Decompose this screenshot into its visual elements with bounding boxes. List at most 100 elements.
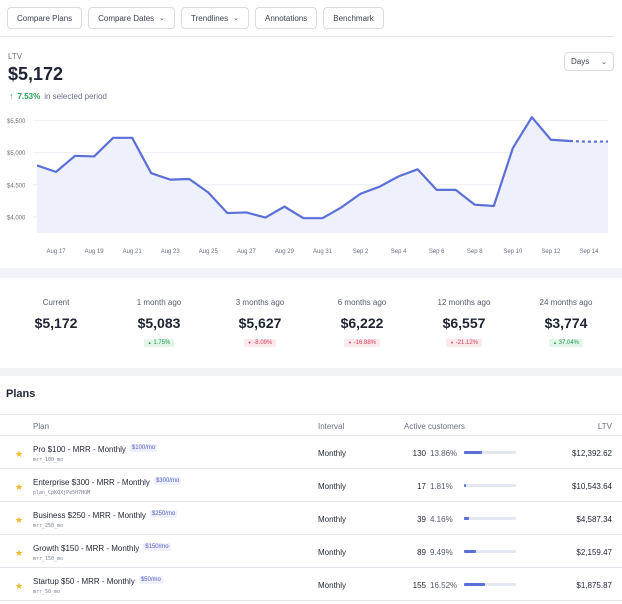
compare-dates-button[interactable]: Compare Dates ⌄ <box>88 7 176 29</box>
x-tick-label: Sep 12 <box>541 249 561 255</box>
annotations-button[interactable]: Annotations <box>254 7 318 29</box>
plan-ltv: $10,543.64 <box>571 482 612 491</box>
star-icon[interactable]: ★ <box>15 515 24 525</box>
x-tick-label: Sep 8 <box>467 249 483 255</box>
metric-value: $5,172 <box>8 64 64 84</box>
active-customers-bar <box>464 517 516 520</box>
stat-label: Current <box>42 298 70 307</box>
chart-area-fill <box>37 117 608 233</box>
plan-price-tag: $50/mo <box>138 576 163 584</box>
active-customers-percent: 13.86% <box>430 449 458 458</box>
plan-name-cell: Startup $50 - MRR - Monthly $50/mo <box>33 576 163 586</box>
active-customers-bar-fill <box>464 550 477 553</box>
plan-price-tag: $150/mo <box>143 543 171 551</box>
chevron-down-icon: ⌄ <box>233 15 239 22</box>
stat-card: 6 months ago $6,222 ▼ -16.88% <box>307 298 417 349</box>
stat-change-value: -21.12% <box>455 340 478 346</box>
benchmark-label: Benchmark <box>333 13 374 23</box>
ltv-line-chart[interactable]: $4,000 $4,500 $5,000 $5,500 Aug 17 Aug 19 Aug … <box>0 110 622 260</box>
x-tick-label: Sep 10 <box>503 249 523 255</box>
compare-plans-button[interactable]: Compare Plans <box>7 7 83 29</box>
active-customers-percent: 16.52% <box>430 581 458 590</box>
chevron-down-icon: ⌄ <box>159 15 166 22</box>
star-icon[interactable]: ★ <box>15 581 24 591</box>
table-row[interactable]: ★ Startup $50 - MRR - Monthly $50/mo mrr_50… <box>0 569 622 601</box>
plan-name-cell: Pro $100 - MRR - Monthly $100/mo <box>33 444 158 454</box>
trendlines-label: Trendlines <box>191 13 229 23</box>
stat-label: 24 months ago <box>539 298 593 307</box>
plan-ltv: $12,392.62 <box>571 449 612 458</box>
star-icon[interactable]: ★ <box>15 482 24 492</box>
stat-change-badge: ▼ -16.88% <box>344 339 380 347</box>
stat-label: 3 months ago <box>235 298 285 307</box>
active-customers-count: 130 <box>412 449 426 458</box>
arrow-up-icon: ▲ <box>553 340 557 345</box>
period-select[interactable]: Days ⌄ <box>564 52 614 71</box>
y-tick-label: $4,500 <box>7 183 26 189</box>
arrow-down-icon: ▼ <box>348 340 352 345</box>
table-row[interactable]: ★ Growth $150 - MRR - Monthly $150/mo mrr_1… <box>0 536 622 568</box>
stat-value: $5,083 <box>137 315 181 331</box>
stat-card: 12 months ago $6,557 ▼ -21.12% <box>409 298 519 349</box>
stat-change-badge: ▲ 37.04% <box>549 339 583 347</box>
plan-name-cell: Growth $150 - MRR - Monthly $150/mo <box>33 543 171 553</box>
column-header-ltv[interactable]: LTV <box>597 422 612 431</box>
metric-label: LTV <box>8 52 23 61</box>
stat-value: $5,627 <box>238 315 282 331</box>
stat-card: 24 months ago $3,774 ▲ 37.04% <box>511 298 621 349</box>
arrow-down-icon: ▼ <box>247 340 252 345</box>
table-row[interactable]: ★ Business $250 - MRR - Monthly $250/mo mrr… <box>0 503 622 535</box>
arrow-up-icon: ▲ <box>147 340 152 345</box>
chart-series-line <box>36 116 571 220</box>
stat-card: 1 month ago $5,083 ▲ 1.75% <box>104 298 214 349</box>
stat-value: $3,774 <box>544 315 588 331</box>
y-tick-label: $5,500 <box>7 119 26 125</box>
plan-name-cell: Enterprise $300 - MRR - Monthly $300/mo <box>33 477 182 487</box>
stat-change-value: 1.75% <box>153 340 171 346</box>
plan-name: Growth $150 - MRR - Monthly <box>33 544 140 553</box>
star-icon[interactable]: ★ <box>15 449 24 459</box>
ltv-panel: Compare Plans Compare Dates ⌄ Trendlines ⌄… <box>0 0 622 268</box>
trendlines-button[interactable]: Trendlines ⌄ <box>181 7 249 29</box>
plan-id: plan_CpKQXjPe5H7HQM <box>33 490 91 496</box>
active-customers-bar <box>464 583 516 586</box>
active-customers-bar-fill <box>464 451 483 454</box>
column-header-active-customers[interactable]: Active customers <box>404 422 465 431</box>
x-tick-label: Aug 23 <box>161 249 181 255</box>
change-text: in selected period <box>44 91 107 101</box>
column-header-interval[interactable]: Interval <box>318 422 345 431</box>
change-percent: 7.53% <box>17 91 41 101</box>
stat-change-value: 37.04% <box>558 340 579 346</box>
active-customers-bar-fill <box>464 484 467 487</box>
stat-card: Current $5,172 <box>1 298 111 331</box>
active-customers-percent: 1.81% <box>430 482 453 491</box>
stat-label: 6 months ago <box>337 298 387 307</box>
annotations-label: Annotations <box>264 13 308 23</box>
benchmark-button[interactable]: Benchmark <box>323 7 384 29</box>
plan-interval: Monthly <box>318 482 347 491</box>
column-header-plan[interactable]: Plan <box>33 422 50 431</box>
table-row[interactable]: ★ Pro $100 - MRR - Monthly $100/mo mrr_100_… <box>0 437 622 469</box>
metric-change: ↑ 7.53% in selected period <box>9 91 107 101</box>
plan-name: Startup $50 - MRR - Monthly <box>33 577 135 586</box>
x-tick-label: Aug 21 <box>123 249 143 255</box>
stat-change-badge: ▼ -21.12% <box>446 339 482 347</box>
plan-price-tag: $250/mo <box>149 510 178 518</box>
active-customers-bar <box>464 550 516 553</box>
x-tick-label: Aug 29 <box>275 249 295 255</box>
table-row[interactable]: ★ Enterprise $300 - MRR - Monthly $300/mo p… <box>0 470 622 502</box>
plan-price-tag: $300/mo <box>153 477 182 485</box>
active-customers-percent: 4.16% <box>430 515 453 524</box>
plans-title: Plans <box>6 388 36 400</box>
compare-dates-label: Compare Dates <box>98 13 155 23</box>
x-tick-label: Sep 6 <box>429 249 445 255</box>
active-customers-bar-fill <box>464 583 486 586</box>
active-customers-count: 17 <box>417 482 426 491</box>
plan-name: Enterprise $300 - MRR - Monthly <box>33 478 150 487</box>
compare-plans-label: Compare Plans <box>17 13 73 23</box>
active-customers-bar <box>464 451 516 454</box>
star-icon[interactable]: ★ <box>15 548 24 558</box>
period-select-value: Days <box>571 57 590 66</box>
x-tick-label: Aug 31 <box>313 249 333 255</box>
y-tick-label: $5,000 <box>7 151 26 157</box>
